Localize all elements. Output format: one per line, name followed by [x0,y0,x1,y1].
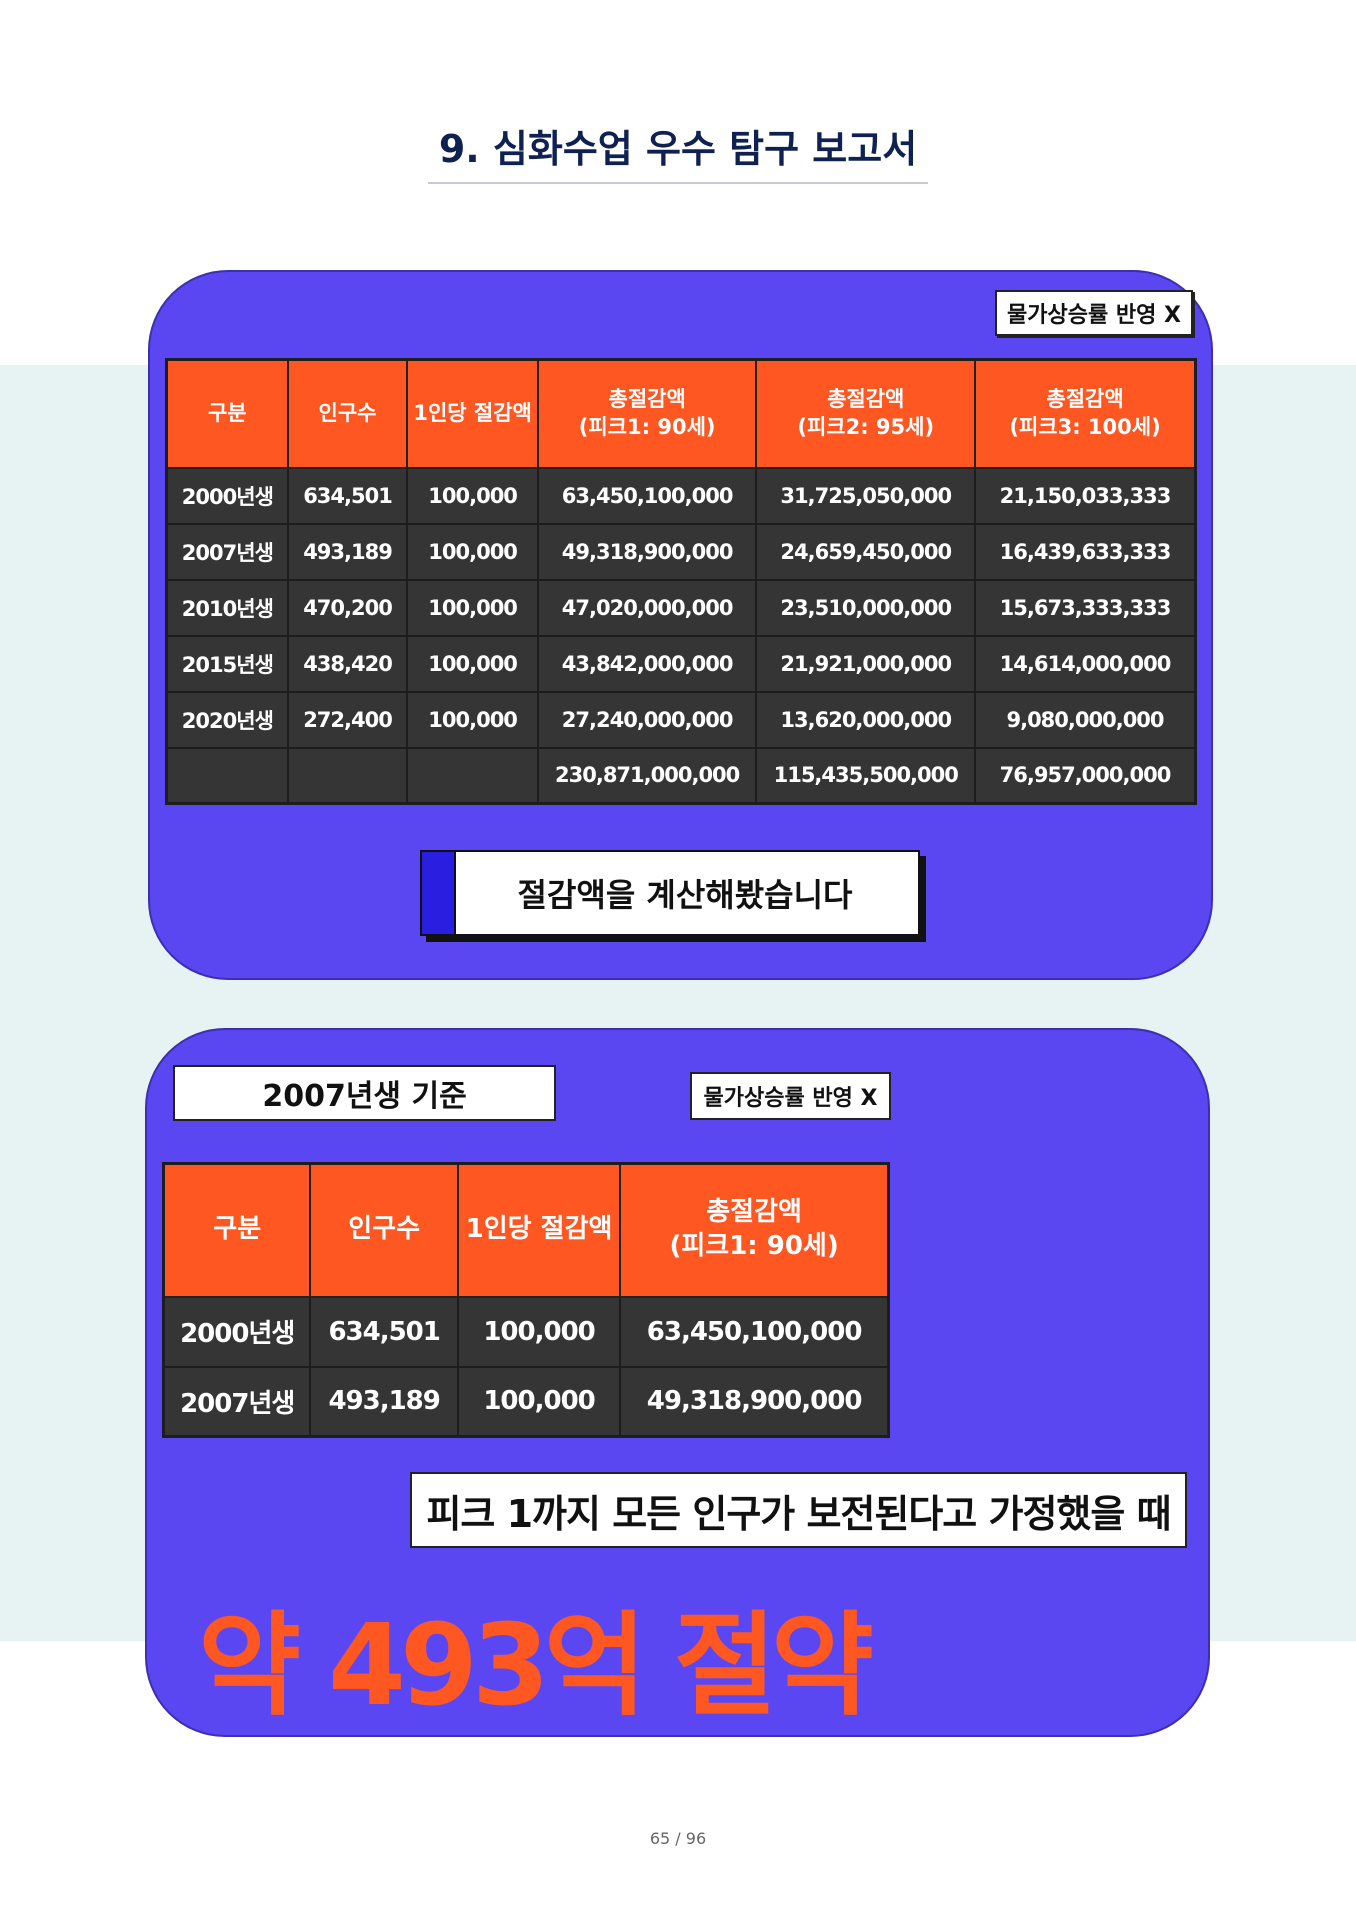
table-cell: 76,957,000,000 [974,746,1197,805]
page-title: 9. 심화수업 우수 탐구 보고서 [438,127,918,171]
table-cell: 100,000 [406,522,539,581]
table-cell: 2000년생 [165,466,289,525]
assumption-caption: 피크 1까지 모든 인구가 보전된다고 가정했을 때 [410,1472,1187,1548]
table-row: 2020년생 272,400 100,000 27,240,000,000 13,620… [165,690,1197,749]
table-row: 2000년생 634,501 100,000 63,450,100,000 31,725… [165,466,1197,525]
column-header: 1인당 절감액 [456,1162,622,1298]
table-cell: 634,501 [286,466,409,525]
inflation-badge: 물가상승률 반영 X [995,290,1193,336]
table-cell: 100,000 [456,1295,622,1368]
table-cell: 2007년생 [165,522,289,581]
table-row: 2010년생 470,200 100,000 47,020,000,000 23,510… [165,578,1197,637]
table-cell: 493,189 [309,1365,459,1438]
table-cell: 2007년생 [162,1365,312,1438]
table-cell: 15,673,333,333 [974,578,1197,637]
column-header: 인구수 [286,358,409,469]
table-cell: 24,659,450,000 [755,522,977,581]
table-row: 2007년생 493,189 100,000 49,318,900,000 24,659… [165,522,1197,581]
column-header: 인구수 [309,1162,459,1298]
table-cell: 49,318,900,000 [536,522,758,581]
table-cell: 100,000 [406,466,539,525]
table-cell: 21,921,000,000 [755,634,977,693]
column-header: 총절감액 (피크2: 95세) [755,358,977,469]
table-cell: 100,000 [406,634,539,693]
column-header: 1인당 절감액 [406,358,539,469]
savings-table-all: 구분 인구수 1인당 절감액 총절감액 (피크1: 90세) 총절감액 (피크2: 95… [165,358,1197,805]
table-cell: 100,000 [406,690,539,749]
table-cell: 2000년생 [162,1295,312,1368]
table-cell: 438,420 [286,634,409,693]
table-cell: 63,450,100,000 [536,466,758,525]
table-cell: 493,189 [286,522,409,581]
table-cell: 21,150,033,333 [974,466,1197,525]
table-cell: 27,240,000,000 [536,690,758,749]
table-row: 2000년생 634,501 100,000 63,450,100,000 [162,1295,890,1368]
column-header: 구분 [165,358,289,469]
table-cell: 9,080,000,000 [974,690,1197,749]
table-cell: 23,510,000,000 [755,578,977,637]
table-cell [165,746,289,805]
table-row: 2015년생 438,420 100,000 43,842,000,000 21,921… [165,634,1197,693]
column-header: 구분 [162,1162,312,1298]
page-number: 65 / 96 [649,1829,707,1848]
callout-button: 절감액을 계산해봤습니다 [420,850,920,936]
table-cell: 2015년생 [165,634,289,693]
table-cell: 63,450,100,000 [619,1295,890,1368]
table-cell: 47,020,000,000 [536,578,758,637]
savings-highlight: 약 493억 절약 [198,1601,874,1731]
table-cell: 16,439,633,333 [974,522,1197,581]
table-cell: 2020년생 [165,690,289,749]
table-cell: 634,501 [309,1295,459,1368]
table-cell: 115,435,500,000 [755,746,977,805]
table-cell: 470,200 [286,578,409,637]
table-cell: 31,725,050,000 [755,466,977,525]
callout-text: 절감액을 계산해봤습니다 [517,876,853,914]
total-row: 230,871,000,000 115,435,500,000 76,957,000… [165,746,1197,805]
column-header: 총절감액 (피크3: 100세) [974,358,1197,469]
table-cell [406,746,539,805]
table-row: 2007년생 493,189 100,000 49,318,900,000 [162,1365,890,1438]
table-cell: 230,871,000,000 [536,746,758,805]
table-cell: 43,842,000,000 [536,634,758,693]
title-underline [428,182,928,184]
basis-badge: 2007년생 기준 [173,1065,556,1121]
table-cell: 272,400 [286,690,409,749]
table-cell: 14,614,000,000 [974,634,1197,693]
table-cell: 100,000 [406,578,539,637]
inflation-badge: 물가상승률 반영 X [690,1072,891,1120]
table-cell: 49,318,900,000 [619,1365,890,1438]
table-cell: 2010년생 [165,578,289,637]
callout-accent-block [422,852,456,934]
table-cell: 13,620,000,000 [755,690,977,749]
column-header: 총절감액 (피크1: 90세) [536,358,758,469]
table-header-row: 구분 인구수 1인당 절감액 총절감액 (피크1: 90세) [162,1162,890,1298]
column-header: 총절감액 (피크1: 90세) [619,1162,890,1298]
table-header-row: 구분 인구수 1인당 절감액 총절감액 (피크1: 90세) 총절감액 (피크2: 95… [165,358,1197,469]
table-cell [286,746,409,805]
savings-table-2007: 구분 인구수 1인당 절감액 총절감액 (피크1: 90세) 2000년생 634,50… [162,1162,890,1438]
table-cell: 100,000 [456,1365,622,1438]
